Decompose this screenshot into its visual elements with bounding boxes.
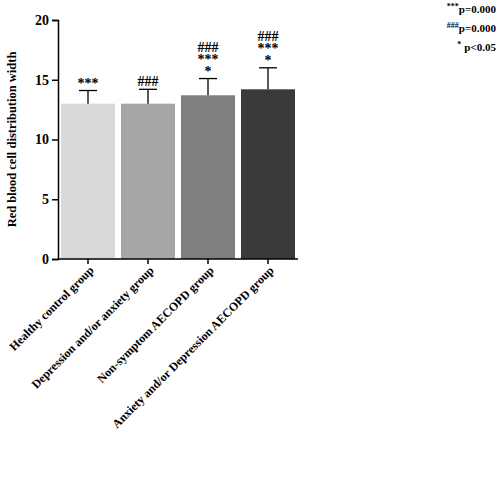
x-tick-mark <box>147 259 149 264</box>
bar <box>181 95 235 259</box>
y-tick-mark <box>52 259 58 261</box>
bars <box>61 68 295 259</box>
x-tick-mark <box>267 259 269 264</box>
y-tick-mark <box>52 80 58 82</box>
y-tick-label: 0 <box>42 252 49 267</box>
y-tick-label: 10 <box>35 132 49 147</box>
y-tick-mark <box>52 199 58 201</box>
y-tick-label: 20 <box>35 13 49 28</box>
y-tick: 5 <box>42 192 58 207</box>
significance-mark: *** <box>78 76 99 91</box>
legend-text: p=0.000 <box>459 22 497 34</box>
error-stem <box>207 79 208 96</box>
bar <box>241 89 295 259</box>
significance-mark: * <box>265 53 272 68</box>
significance-legend-entry: ###p=0.000 <box>447 21 497 35</box>
significance-mark: ### <box>138 74 159 89</box>
significance-mark: * <box>205 64 212 79</box>
error-stem <box>147 89 148 103</box>
error-stem <box>267 68 268 90</box>
y-tick-label: 15 <box>35 73 49 88</box>
bar <box>61 104 115 259</box>
significance-legend-entry: *p<0.05 <box>457 40 496 54</box>
significance-legend: ***p=0.000###p=0.000*p<0.05 <box>447 2 497 54</box>
y-tick: 0 <box>42 252 58 267</box>
error-stem <box>87 91 88 104</box>
x-tick-label: Depression and/or anxiety group <box>29 263 157 391</box>
annotations: ***######****###**** <box>78 29 279 91</box>
legend-symbol: *** <box>447 2 459 11</box>
x-axis: Healthy control groupDepression and/or a… <box>6 259 298 431</box>
y-axis-title: Red blood cell distribution width <box>5 52 19 228</box>
legend-symbol: ### <box>447 21 459 30</box>
y-axis-line <box>52 21 59 260</box>
x-tick: Depression and/or anxiety group <box>29 259 157 391</box>
y-tick: 20 <box>35 13 58 28</box>
legend-symbol: * <box>457 40 461 49</box>
chart: 0 5 10 15 20 Healthy control groupDepression … <box>0 0 500 490</box>
error-bar <box>139 89 157 103</box>
x-axis-line <box>58 258 298 260</box>
y-tick: 10 <box>35 132 58 147</box>
x-tick-mark <box>207 259 209 264</box>
error-bar <box>199 79 217 96</box>
y-tick-mark <box>52 20 58 22</box>
x-tick-label: Non-symptom AECOPD group <box>94 263 217 386</box>
x-tick-label: Anxiety and/or Depression AECOPD group <box>109 263 277 431</box>
x-tick: Anxiety and/or Depression AECOPD group <box>109 259 277 431</box>
error-bar <box>79 91 97 104</box>
y-tick-mark <box>52 139 58 141</box>
error-bar <box>259 68 277 90</box>
x-tick-mark <box>87 259 89 264</box>
x-tick: Non-symptom AECOPD group <box>94 259 217 386</box>
y-tick: 15 <box>35 73 58 88</box>
significance-legend-entry: ***p=0.000 <box>447 2 497 16</box>
legend-text: p=0.000 <box>459 3 497 15</box>
y-axis: 0 5 10 15 20 <box>35 13 59 267</box>
legend-text: p<0.05 <box>464 41 496 53</box>
y-tick-label: 5 <box>42 192 49 207</box>
bar <box>121 104 175 259</box>
